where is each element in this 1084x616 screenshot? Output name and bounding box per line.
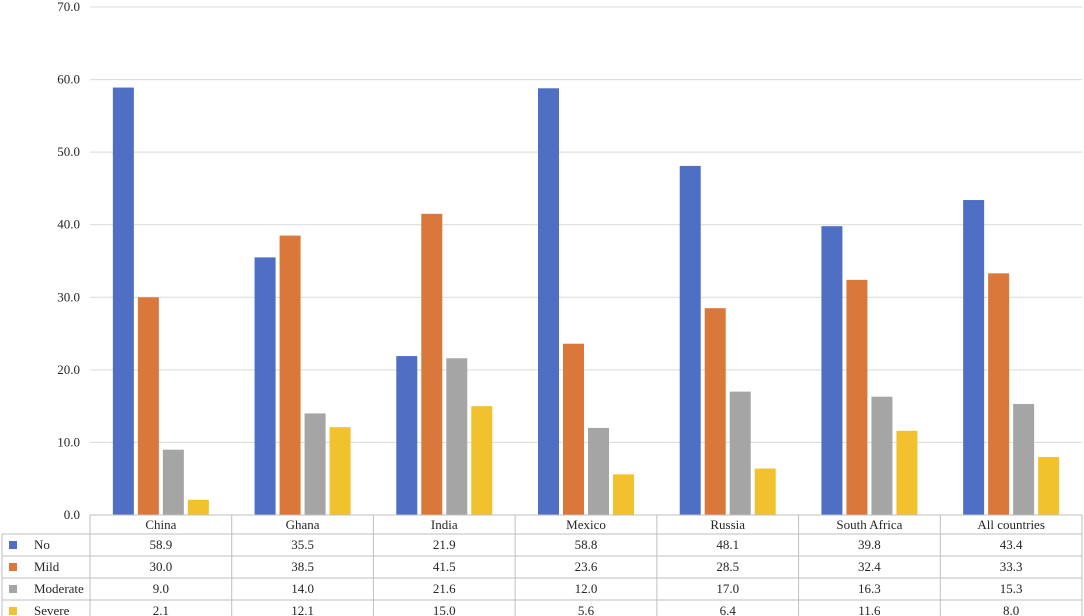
value-label-severe-india: 15.0 (433, 603, 456, 616)
legend-key-mild (9, 563, 17, 571)
bar-no-south-africa (821, 226, 843, 515)
category-label-south-africa: South Africa (836, 517, 902, 532)
bar-severe-ghana (329, 427, 351, 515)
category-label-russia: Russia (710, 517, 745, 532)
bar-mild-mexico (563, 343, 584, 515)
value-label-no-ghana: 35.5 (291, 537, 314, 552)
value-label-mild-mexico: 23.6 (575, 559, 598, 574)
legend-key-moderate (9, 585, 17, 593)
value-label-mild-south-africa: 32.4 (858, 559, 881, 574)
value-label-moderate-russia: 17.0 (716, 581, 739, 596)
bar-moderate-mexico (588, 427, 609, 515)
data-table: China Ghana India Mexico Russia South Africa A… (1, 514, 1083, 616)
bar-mild-russia (704, 308, 726, 515)
y-tick-label: 20.0 (57, 362, 80, 377)
value-label-moderate-mexico: 12.0 (575, 581, 598, 596)
value-label-no-south-africa: 39.8 (858, 537, 881, 552)
value-label-severe-china: 2.1 (153, 603, 169, 616)
value-label-no-russia: 48.1 (716, 537, 739, 552)
bar-severe-china (187, 499, 209, 515)
category-label-ghana: Ghana (286, 517, 320, 532)
y-tick-label: 40.0 (57, 217, 80, 232)
legend-key-severe (9, 607, 17, 615)
bar-severe-south-africa (896, 430, 918, 515)
bar-moderate-ghana (304, 413, 326, 515)
value-label-severe-ghana: 12.1 (291, 603, 314, 616)
bar-severe-india (471, 406, 493, 515)
bar-severe-mexico (613, 474, 634, 515)
bar-mild-all-countries (988, 273, 1010, 515)
value-label-no-mexico: 58.8 (575, 537, 598, 552)
category-label-india: India (431, 517, 458, 532)
y-tick-label: 10.0 (57, 434, 80, 449)
legend-key-no (9, 541, 17, 549)
category-label-china: China (145, 517, 176, 532)
y-tick-label: 50.0 (57, 144, 80, 159)
bar-mild-south-africa (846, 279, 868, 515)
value-label-no-india: 21.9 (433, 537, 456, 552)
value-label-mild-ghana: 38.5 (291, 559, 314, 574)
bar-moderate-south-africa (871, 396, 893, 515)
value-label-moderate-ghana: 14.0 (291, 581, 314, 596)
bar-no-ghana (254, 257, 276, 515)
value-label-severe-russia: 6.4 (720, 603, 737, 616)
bar-no-mexico (538, 88, 559, 515)
bar-moderate-russia (729, 391, 751, 515)
gridlines (90, 6, 1082, 443)
value-label-mild-russia: 28.5 (716, 559, 739, 574)
series-name-moderate: Moderate (34, 581, 84, 596)
value-label-severe-all-countries: 8.0 (1003, 603, 1019, 616)
bar-severe-russia (754, 468, 776, 515)
bars (112, 87, 1060, 516)
bar-severe-all-countries (1038, 456, 1060, 515)
bar-mild-china (137, 297, 159, 515)
bar-mild-ghana (279, 235, 301, 515)
y-tick-label: 60.0 (57, 72, 80, 87)
series-name-mild: Mild (34, 559, 60, 574)
bar-no-india (396, 356, 418, 515)
value-label-moderate-india: 21.6 (433, 581, 456, 596)
bar-moderate-india (446, 358, 468, 515)
y-axis-tick-labels: 0.0 10.0 20.0 30.0 40.0 50.0 60.0 70.0 (57, 0, 80, 522)
bar-no-russia (679, 165, 701, 515)
value-label-moderate-china: 9.0 (153, 581, 169, 596)
bar-no-china (112, 87, 134, 515)
value-label-moderate-all-countries: 15.3 (1000, 581, 1023, 596)
value-label-mild-all-countries: 33.3 (1000, 559, 1023, 574)
series-name-no: No (34, 537, 50, 552)
bar-no-all-countries (963, 200, 985, 516)
value-label-severe-mexico: 5.6 (578, 603, 595, 616)
category-label-all-countries: All countries (977, 517, 1045, 532)
value-label-mild-india: 41.5 (433, 559, 456, 574)
series-name-severe: Severe (34, 603, 70, 616)
value-label-mild-china: 30.0 (149, 559, 172, 574)
y-tick-label: 70.0 (57, 0, 80, 14)
category-label-mexico: Mexico (566, 517, 606, 532)
bar-moderate-china (162, 449, 184, 515)
y-tick-label: 30.0 (57, 289, 80, 304)
value-label-moderate-south-africa: 16.3 (858, 581, 881, 596)
bar-moderate-all-countries (1013, 403, 1035, 515)
y-tick-label: 0.0 (64, 507, 80, 522)
value-label-no-all-countries: 43.4 (1000, 537, 1023, 552)
bar-mild-india (421, 213, 443, 516)
value-label-severe-south-africa: 11.6 (858, 603, 881, 616)
value-label-no-china: 58.9 (149, 537, 172, 552)
